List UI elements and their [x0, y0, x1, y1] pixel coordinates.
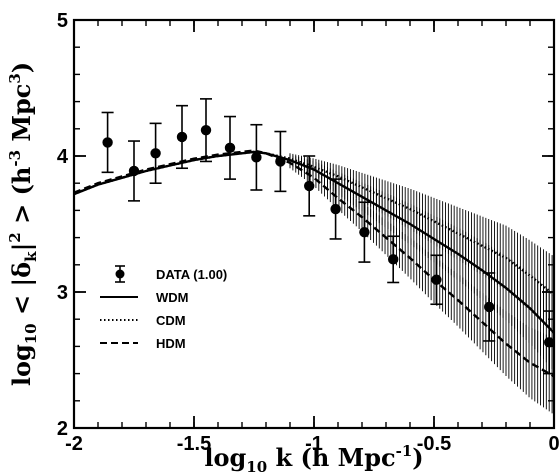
- x-tick-label: -1.5: [177, 433, 211, 455]
- data-marker: [544, 337, 554, 348]
- x-axis-label-sup: -1: [396, 442, 413, 460]
- x-tick-label: -2: [65, 433, 83, 455]
- data-point: [224, 115, 236, 180]
- data-marker: [128, 165, 140, 177]
- model-band-wdm: [289, 154, 553, 369]
- y-axis-label-rest4: Mpc: [7, 84, 36, 150]
- data-point: [128, 140, 140, 202]
- y-axis-label-main: log: [7, 344, 36, 386]
- data-marker: [484, 301, 495, 313]
- data-point: [200, 98, 212, 163]
- x-tick-label: -0.5: [417, 433, 451, 455]
- legend-label: CDM: [156, 313, 186, 328]
- y-axis-label: log10 < |δk|2 > (h-3 Mpc3): [6, 62, 40, 386]
- y-axis-label-sup2: -3: [6, 150, 24, 167]
- y-tick-label: 5: [57, 10, 68, 32]
- model-band-cdm: [289, 153, 553, 332]
- y-axis-label-rest2: |: [7, 243, 36, 252]
- data-marker: [275, 156, 286, 167]
- y-axis-label-sub: 10: [22, 323, 40, 344]
- legend-label: HDM: [156, 336, 186, 351]
- data-point: [430, 254, 443, 306]
- data-point: [101, 111, 114, 174]
- y-axis-label-sup3: 3: [6, 73, 24, 83]
- y-axis-label-rest3: > (h: [7, 167, 36, 233]
- data-marker: [388, 254, 399, 265]
- model-band-hdm: [289, 157, 553, 414]
- data-point: [483, 272, 496, 342]
- legend-entry: CDM: [100, 313, 186, 328]
- data-point: [250, 123, 263, 191]
- data-marker: [150, 148, 161, 159]
- legend-label: WDM: [156, 290, 189, 305]
- data-point: [274, 130, 287, 193]
- plot-layer: [74, 98, 554, 414]
- data-point: [303, 155, 316, 217]
- series-cdm-line: [74, 150, 554, 296]
- legend-entry: DATA (1.00): [115, 265, 227, 283]
- data-marker: [431, 274, 442, 285]
- series-wdm-line: [74, 150, 554, 334]
- data-marker: [224, 142, 236, 154]
- legend-marker: [115, 269, 125, 279]
- legend: DATA (1.00) WDM CDM HDM: [100, 265, 227, 351]
- data-marker: [330, 203, 341, 215]
- ticks-layer: -2 -1.5 -1 -0.5 0 2 3 4 5: [57, 10, 560, 455]
- y-axis-label-rest1: < |δ: [7, 262, 36, 324]
- data-marker: [251, 152, 262, 163]
- legend-entry: HDM: [100, 336, 186, 351]
- data-marker: [359, 226, 370, 238]
- data-marker: [200, 124, 212, 136]
- data-point: [329, 178, 342, 240]
- data-point: [543, 310, 554, 375]
- data-marker: [176, 131, 188, 143]
- data-point: [176, 104, 188, 170]
- data-point: [149, 122, 162, 184]
- x-tick-label: 0: [548, 433, 559, 455]
- x-axis-label-sub: 10: [246, 458, 267, 472]
- x-axis-label: log10 k (h Mpc-1): [204, 442, 423, 472]
- y-axis-label-sub2: k: [22, 251, 40, 262]
- x-tick-label: -1: [305, 433, 323, 455]
- y-tick-label: 3: [57, 282, 68, 304]
- data-marker: [304, 180, 315, 192]
- series-hdm-line: [74, 149, 554, 378]
- y-axis-label-sup: 2: [6, 232, 24, 242]
- x-axis-label-rest: k (h Mpc: [267, 443, 395, 472]
- legend-label: DATA (1.00): [156, 267, 227, 282]
- data-marker: [102, 137, 113, 148]
- legend-entry: WDM: [100, 290, 189, 305]
- x-axis-label-main: log: [204, 443, 246, 472]
- data-point: [358, 201, 371, 263]
- y-tick-label: 2: [57, 418, 68, 440]
- y-tick-label: 4: [57, 146, 69, 168]
- data-point: [387, 235, 400, 284]
- y-axis-label-close: ): [7, 62, 36, 73]
- x-axis-label-close: ): [412, 443, 423, 472]
- plot-frame: [72, 18, 556, 430]
